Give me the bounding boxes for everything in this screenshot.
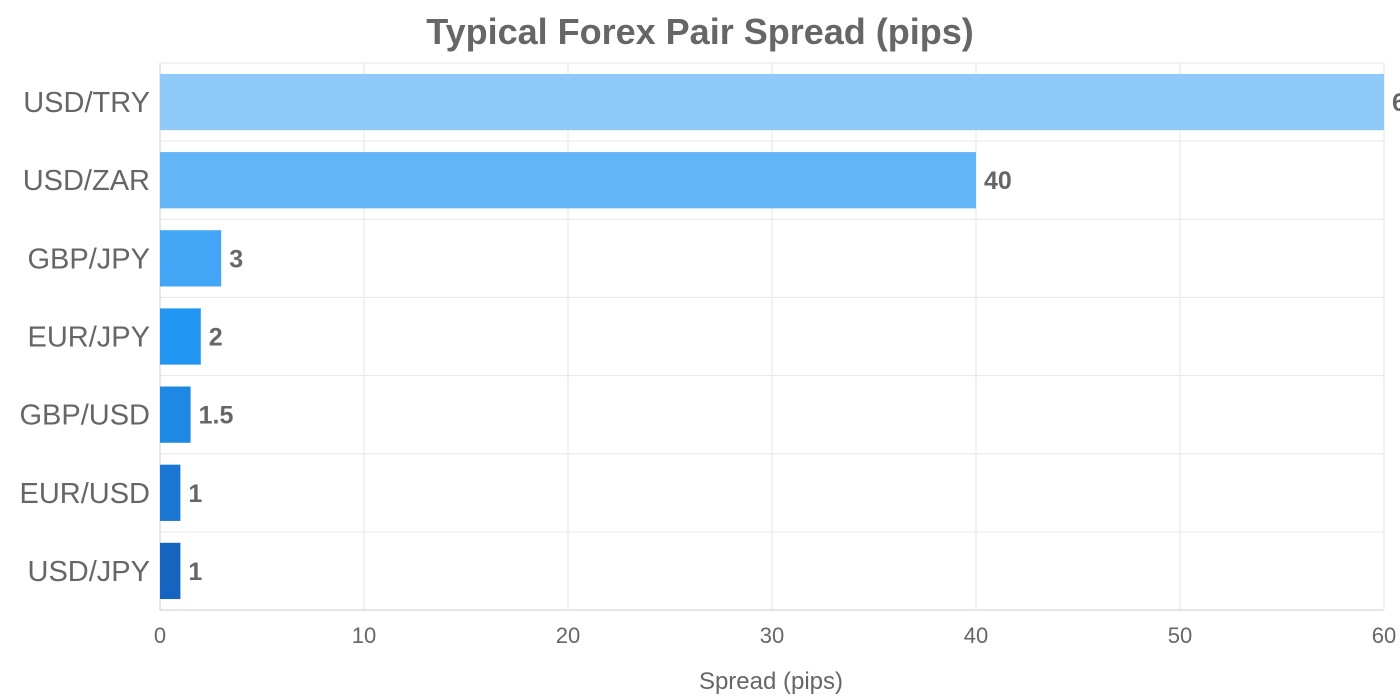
- value-label: 60: [1392, 89, 1400, 117]
- x-tick-label: 60: [1372, 623, 1396, 648]
- value-label: 1: [188, 480, 202, 508]
- x-tick-label: 0: [154, 623, 166, 648]
- bar-layer: [160, 73, 1384, 600]
- category-label: EUR/USD: [19, 478, 150, 510]
- value-label: 2: [209, 324, 223, 352]
- bar: [160, 73, 1384, 131]
- bar: [160, 152, 976, 209]
- category-label: USD/JPY: [28, 556, 150, 588]
- bar: [160, 542, 181, 600]
- grid-layer: [159, 62, 1385, 611]
- x-tick-label: 30: [760, 623, 784, 648]
- category-label: USD/TRY: [23, 87, 150, 119]
- bar: [160, 464, 181, 521]
- value-label: 3: [229, 245, 243, 273]
- category-label: USD/ZAR: [23, 165, 150, 197]
- category-label: EUR/JPY: [28, 322, 150, 354]
- bar: [160, 230, 222, 287]
- category-layer: USD/TRY USD/ZAR GBP/JPY EUR/JPY GBP/USD EUR/U…: [19, 87, 150, 588]
- x-axis-title: Spread (pips): [699, 668, 843, 695]
- bar: [160, 308, 201, 365]
- value-label: 1.5: [199, 402, 234, 430]
- category-label: GBP/USD: [19, 400, 150, 432]
- x-tick-label: 50: [1168, 623, 1192, 648]
- label-layer: 60 40 3 2 1.5 1 1: [188, 89, 1400, 586]
- category-label: GBP/JPY: [28, 243, 151, 275]
- bar: [160, 386, 191, 443]
- x-tick-label: 10: [352, 623, 376, 648]
- chart-title: Typical Forex Pair Spread (pips): [426, 11, 974, 52]
- x-tick-label: 40: [964, 623, 988, 648]
- tick-layer: 0 10 20 30 40 50 60: [154, 623, 1396, 648]
- value-label: 40: [984, 167, 1012, 195]
- x-tick-label: 20: [556, 623, 580, 648]
- value-label: 1: [188, 558, 202, 586]
